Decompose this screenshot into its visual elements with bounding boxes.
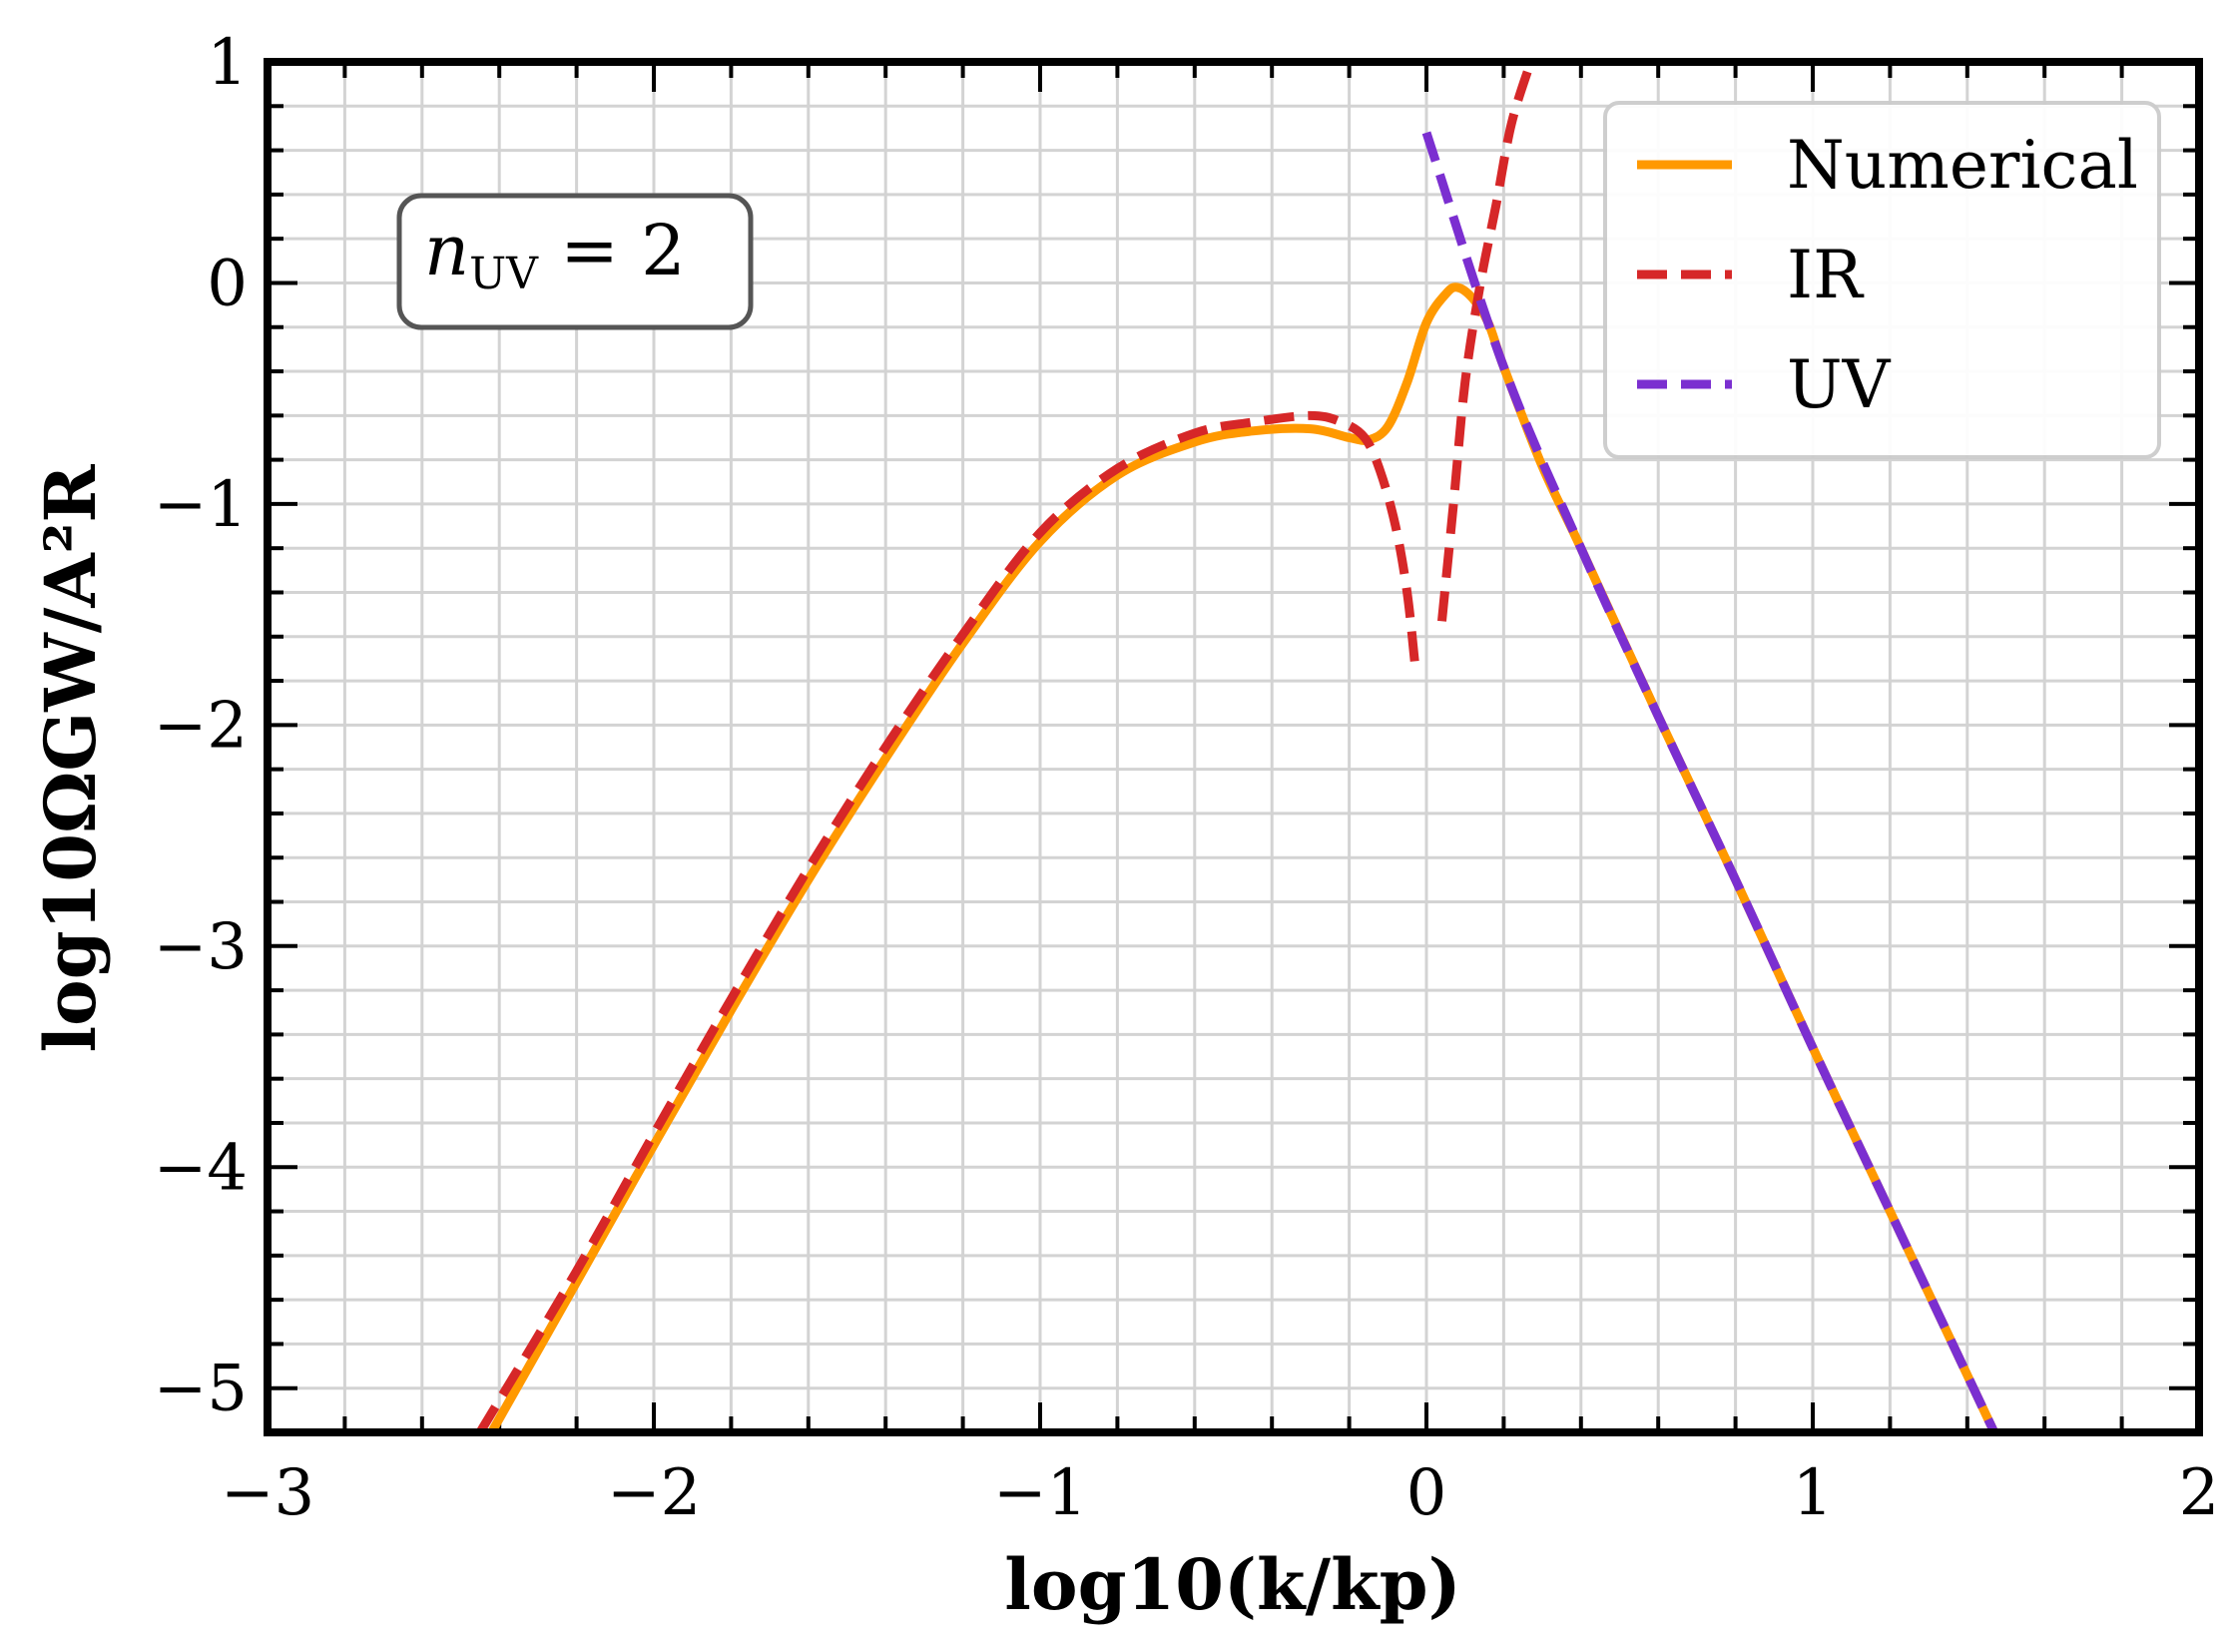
y-tick-label: −2 <box>154 689 248 763</box>
annotation-text: nUV = 2 <box>424 210 686 299</box>
x-tick-label: −3 <box>221 1456 314 1530</box>
y-tick-label: −5 <box>154 1353 248 1426</box>
y-axis-label: log10ΩGW/A²R <box>29 464 112 1053</box>
legend-label-ir: IR <box>1787 237 1865 313</box>
x-tick-label: −2 <box>607 1456 701 1530</box>
plot-frame <box>264 58 2203 1436</box>
series-ir-line-2 <box>1437 62 1535 622</box>
y-tick-label: −4 <box>154 1131 248 1205</box>
y-tick-label: −3 <box>154 910 248 984</box>
y-tick-label: 1 <box>207 26 248 100</box>
annotation-box: nUV = 2 <box>396 193 754 330</box>
x-tick-label: 0 <box>1406 1456 1447 1530</box>
series-ir-line-1 <box>475 410 1419 1432</box>
legend-label-numerical: Numerical <box>1787 127 2138 204</box>
x-tick-label: 2 <box>2179 1456 2220 1530</box>
x-tick-label: 1 <box>1793 1456 1834 1530</box>
series-numerical-line <box>487 282 1998 1432</box>
series-layer <box>475 62 1998 1432</box>
x-axis-label: log10(k/kp) <box>1004 1543 1460 1626</box>
series-uv-line <box>1421 131 1998 1432</box>
x-tick-labels: −3 −2 −1 0 1 2 <box>221 1456 2220 1530</box>
legend: Numerical IR UV <box>1603 101 2161 459</box>
y-tick-label: −1 <box>154 468 248 542</box>
legend-label-uv: UV <box>1787 346 1892 423</box>
y-tick-label: 0 <box>207 247 248 320</box>
x-tick-label: −1 <box>993 1456 1087 1530</box>
y-tick-labels: 1 0 −1 −2 −3 −4 −5 <box>154 26 248 1426</box>
